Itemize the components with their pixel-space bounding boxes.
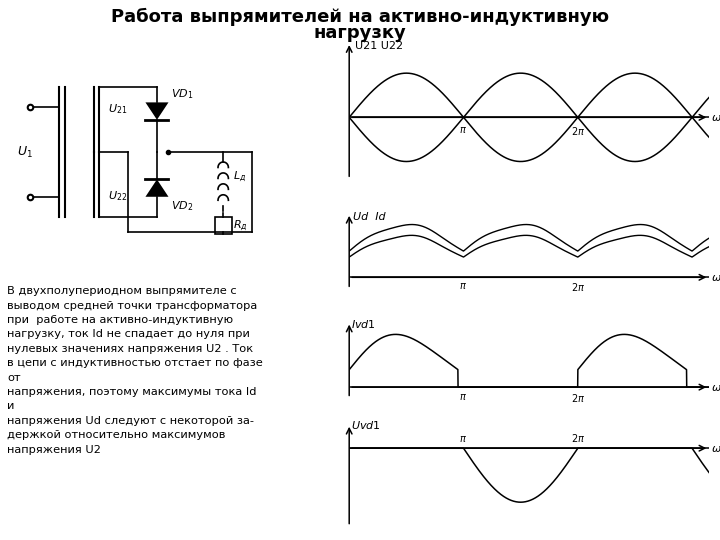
Bar	[215, 217, 232, 234]
Text: $2\pi$: $2\pi$	[571, 125, 585, 137]
Polygon shape	[145, 179, 168, 197]
Text: $\pi$: $\pi$	[459, 434, 467, 444]
Text: Ud  Id: Ud Id	[353, 212, 385, 222]
Text: $\pi$: $\pi$	[459, 281, 467, 291]
Text: $2\pi$: $2\pi$	[571, 392, 585, 403]
Text: нагрузку: нагрузку	[314, 24, 406, 42]
Text: $U_1$: $U_1$	[17, 145, 32, 160]
Text: U21 U22: U21 U22	[355, 41, 402, 51]
Text: $U_{21}$: $U_{21}$	[108, 102, 127, 116]
Text: $2\pi$: $2\pi$	[571, 432, 585, 444]
Text: $Ivd1$: $Ivd1$	[351, 318, 376, 330]
Text: $VD_2$: $VD_2$	[171, 199, 194, 213]
Text: $\omega t$: $\omega t$	[711, 442, 720, 454]
Text: $\omega t$: $\omega t$	[711, 271, 720, 284]
Text: $U_{22}$: $U_{22}$	[108, 189, 127, 203]
Polygon shape	[145, 103, 168, 120]
Text: Работа выпрямителей на активно-индуктивную: Работа выпрямителей на активно-индуктивн…	[111, 8, 609, 26]
Text: $L_д$: $L_д$	[233, 170, 246, 184]
Text: $\omega t$: $\omega t$	[711, 381, 720, 393]
Text: $R_д$: $R_д$	[233, 218, 248, 233]
Text: $\omega t$: $\omega t$	[711, 111, 720, 123]
Text: $Uvd1$: $Uvd1$	[351, 419, 381, 431]
Text: $\pi$: $\pi$	[459, 392, 467, 402]
Text: $\pi$: $\pi$	[459, 125, 467, 136]
Text: В двухполупериодном выпрямителе с
выводом средней точки трансформатора
при  рабо: В двухполупериодном выпрямителе с выводо…	[7, 286, 263, 455]
Text: $VD_1$: $VD_1$	[171, 87, 194, 101]
Text: $2\pi$: $2\pi$	[571, 281, 585, 293]
